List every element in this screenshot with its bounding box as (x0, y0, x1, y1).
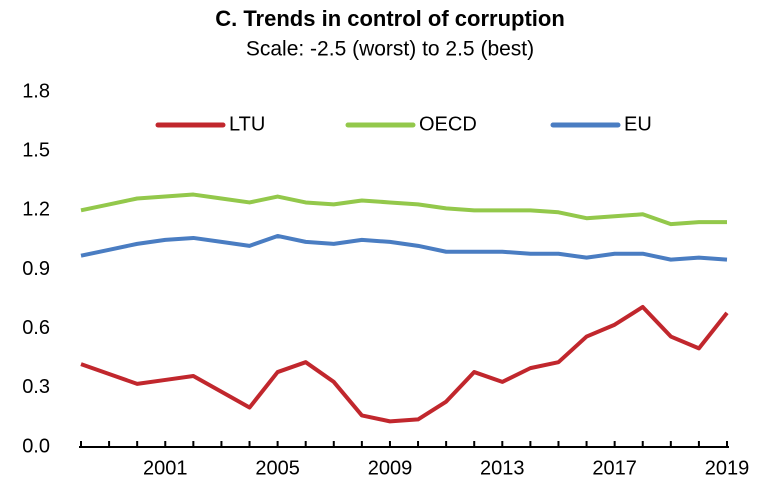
legend-label: OECD (419, 113, 477, 135)
x-tick-label: 2009 (368, 457, 413, 479)
series-line (80, 304, 729, 424)
y-tick-label: 1.8 (22, 80, 50, 102)
y-tick-label: 0.6 (22, 317, 50, 339)
chart-title: C. Trends in control of corruption (215, 6, 565, 31)
y-tick-label: 0.9 (22, 258, 50, 280)
series-line (80, 192, 727, 227)
x-tick-label: 2001 (143, 457, 188, 479)
y-tick-label: 0.3 (22, 376, 50, 398)
x-tick-label: 2013 (480, 457, 525, 479)
x-tick-label: 2017 (592, 457, 637, 479)
legend-label: LTU (229, 113, 265, 135)
chart-subtitle: Scale: -2.5 (worst) to 2.5 (best) (246, 38, 534, 61)
x-tick-label: 2019 (705, 457, 750, 479)
y-tick-label: 1.2 (22, 199, 50, 221)
y-tick-label: 1.5 (22, 139, 50, 161)
series-line (80, 233, 728, 262)
y-tick-label: 0.0 (22, 435, 50, 457)
legend-label: EU (624, 113, 652, 135)
x-tick-label: 2005 (255, 457, 300, 479)
